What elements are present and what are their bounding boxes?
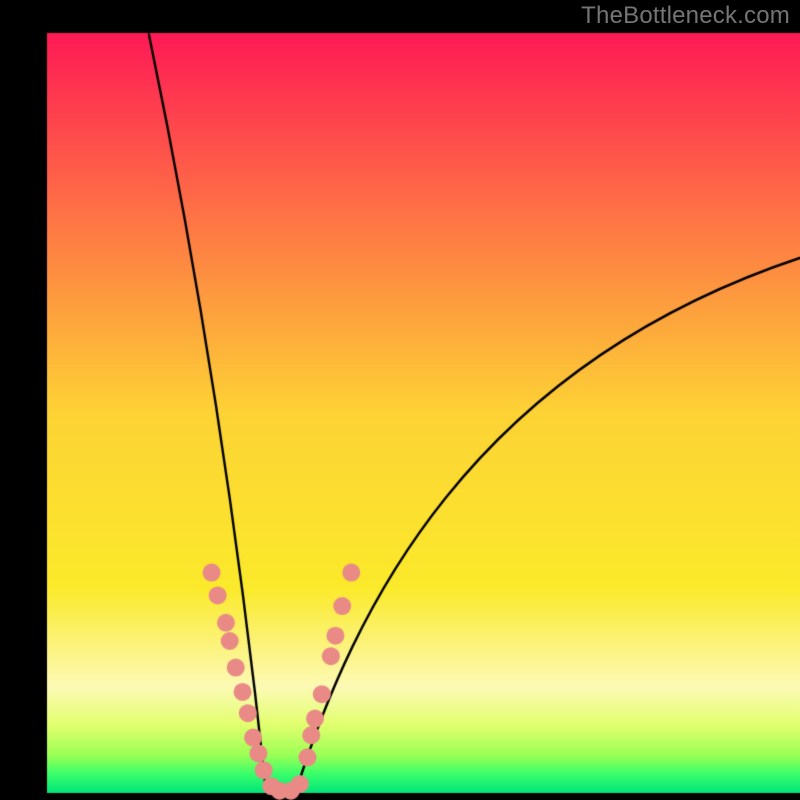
bottleneck-chart-canvas <box>0 0 800 800</box>
chart-container: TheBottleneck.com <box>0 0 800 800</box>
watermark-text: TheBottleneck.com <box>581 2 790 30</box>
